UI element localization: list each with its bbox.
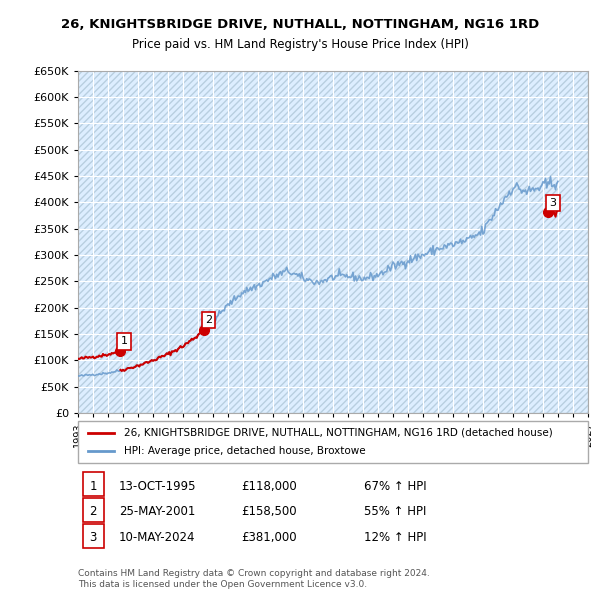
- Text: £158,500: £158,500: [241, 505, 297, 519]
- Text: Price paid vs. HM Land Registry's House Price Index (HPI): Price paid vs. HM Land Registry's House …: [131, 38, 469, 51]
- Text: 12% ↑ HPI: 12% ↑ HPI: [364, 531, 426, 544]
- Text: 1: 1: [89, 480, 97, 493]
- Text: 13-OCT-1995: 13-OCT-1995: [119, 480, 196, 493]
- Text: 2: 2: [89, 505, 97, 519]
- Text: 3: 3: [550, 198, 556, 208]
- Text: 67% ↑ HPI: 67% ↑ HPI: [364, 480, 426, 493]
- Text: 55% ↑ HPI: 55% ↑ HPI: [364, 505, 426, 519]
- Text: Contains HM Land Registry data © Crown copyright and database right 2024.
This d: Contains HM Land Registry data © Crown c…: [78, 569, 430, 589]
- FancyBboxPatch shape: [83, 498, 104, 522]
- Text: £118,000: £118,000: [241, 480, 297, 493]
- Text: 1: 1: [121, 336, 128, 346]
- Text: £381,000: £381,000: [241, 531, 297, 544]
- FancyBboxPatch shape: [83, 473, 104, 496]
- FancyBboxPatch shape: [83, 524, 104, 548]
- Text: 10-MAY-2024: 10-MAY-2024: [119, 531, 196, 544]
- Text: 3: 3: [89, 531, 97, 544]
- Text: 26, KNIGHTSBRIDGE DRIVE, NUTHALL, NOTTINGHAM, NG16 1RD (detached house): 26, KNIGHTSBRIDGE DRIVE, NUTHALL, NOTTIN…: [124, 428, 553, 438]
- Text: 26, KNIGHTSBRIDGE DRIVE, NUTHALL, NOTTINGHAM, NG16 1RD: 26, KNIGHTSBRIDGE DRIVE, NUTHALL, NOTTIN…: [61, 18, 539, 31]
- Text: 25-MAY-2001: 25-MAY-2001: [119, 505, 195, 519]
- Text: HPI: Average price, detached house, Broxtowe: HPI: Average price, detached house, Brox…: [124, 446, 365, 456]
- FancyBboxPatch shape: [78, 421, 588, 463]
- Text: 2: 2: [205, 315, 212, 325]
